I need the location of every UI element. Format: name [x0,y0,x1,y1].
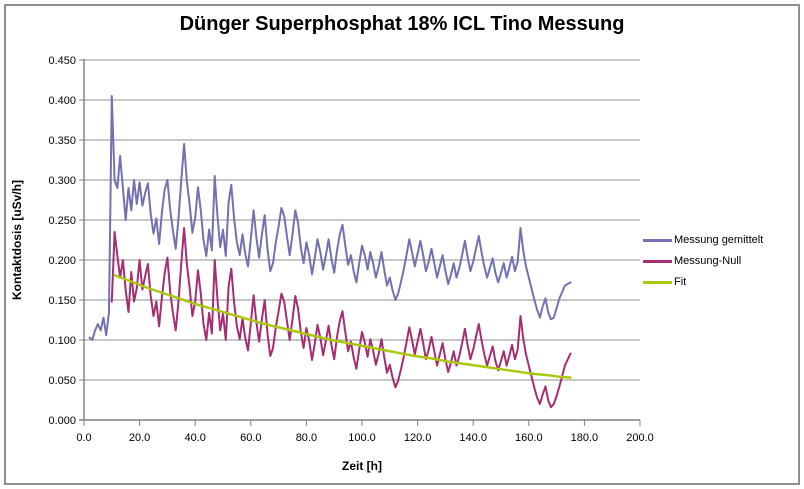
x-tick-label: 180.0 [571,432,599,444]
chart-frame [4,4,800,485]
x-tick-label: 140.0 [459,432,487,444]
legend-label-messung-gemittelt: Messung gemittelt [674,234,764,246]
series-line-messung-gemittelt [88,95,572,341]
legend-item-messung-null: Messung-Null [643,254,763,268]
x-axis-title: Zeit [h] [342,459,382,473]
x-tick-label: 0.0 [76,432,91,444]
x-tick-label: 60.0 [240,432,261,444]
legend: Messung gemittelt Messung-Null Fit [643,233,763,289]
legend-swatch-fit [643,280,672,284]
y-tick-label: 0.100 [48,335,76,347]
y-tick-label: 0.400 [48,95,76,107]
y-tick-label: 0.200 [48,255,76,267]
y-tick-label: 0.450 [48,55,76,67]
legend-swatch-messung-gemittelt [643,238,672,242]
y-tick-label: 0.150 [48,295,76,307]
legend-swatch-messung-null [643,259,672,263]
x-tick-label: 100.0 [348,432,376,444]
x-tick-label: 80.0 [296,432,317,444]
legend-label-messung-null: Messung-Null [674,255,742,267]
y-tick-label: 0.000 [48,415,76,427]
chart-title: Dünger Superphosphat 18% ICL Tino Messun… [179,13,625,35]
series-line-messung-null [110,227,572,409]
legend-label-fit: Fit [674,276,687,288]
y-tick-label: 0.250 [48,215,76,227]
x-tick-label: 200.0 [626,432,654,444]
y-tick-label: 0.350 [48,135,76,147]
x-tick-label: 20.0 [129,432,150,444]
y-tick-label: 0.050 [48,375,76,387]
y-tick-label: 0.300 [48,175,76,187]
legend-item-messung-gemittelt: Messung gemittelt [643,233,763,247]
x-tick-label: 40.0 [184,432,205,444]
legend-item-fit: Fit [643,275,763,289]
series-line-fit [113,273,572,379]
x-tick-label: 120.0 [404,432,432,444]
y-axis-title: Kontaktdosis [uSv/h] [10,179,24,301]
x-tick-label: 160.0 [515,432,543,444]
